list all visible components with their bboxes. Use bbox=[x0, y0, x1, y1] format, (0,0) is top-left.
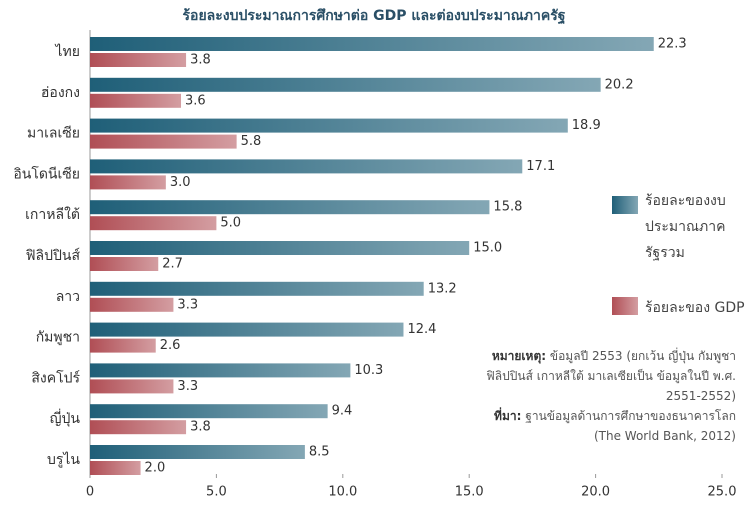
legend-label: ร้อยละของ GDP bbox=[645, 295, 748, 321]
chart-title: ร้อยละงบประมาณการศึกษาต่อ GDP และต่องบปร… bbox=[183, 7, 566, 25]
bar bbox=[90, 461, 141, 475]
bar bbox=[90, 339, 156, 353]
bar bbox=[90, 175, 166, 189]
y-tick-label: เกาหลีใต้ bbox=[25, 206, 80, 223]
notes: หมายเหตุ: ข้อมูลปี 2553 (ยกเว้น ญี่ปุ่น … bbox=[466, 346, 736, 446]
value-label: 2.0 bbox=[145, 461, 166, 476]
x-tick-label: 20.0 bbox=[581, 485, 610, 500]
value-label: 18.9 bbox=[572, 118, 601, 133]
legend-label: ร้อยละของงบประมาณภาครัฐรวม bbox=[645, 188, 733, 266]
bar bbox=[90, 323, 403, 337]
y-tick-label: กัมพูชา bbox=[36, 330, 80, 346]
y-tick-label: ไทย bbox=[55, 43, 80, 60]
x-tick-label: 0 bbox=[86, 485, 94, 500]
value-label: 3.3 bbox=[177, 297, 198, 312]
value-label: 5.0 bbox=[220, 216, 241, 231]
chart-container: ร้อยละงบประมาณการศึกษาต่อ GDP และต่องบปร… bbox=[0, 0, 748, 509]
bar bbox=[90, 119, 568, 133]
value-label: 13.2 bbox=[428, 281, 457, 296]
x-tick-label: 5.0 bbox=[206, 485, 227, 500]
bar bbox=[90, 135, 237, 149]
bar bbox=[90, 404, 328, 418]
value-label: 3.0 bbox=[170, 175, 191, 190]
bar bbox=[90, 37, 654, 51]
bar bbox=[90, 445, 305, 459]
bar bbox=[90, 53, 186, 67]
y-tick-label: สิงคโปร์ bbox=[31, 369, 80, 386]
y-tick-label: บรูไน bbox=[47, 451, 80, 468]
bar bbox=[90, 282, 424, 296]
x-tick-label: 25.0 bbox=[708, 485, 737, 500]
value-label: 8.5 bbox=[309, 445, 330, 460]
bar bbox=[90, 420, 186, 434]
value-label: 20.2 bbox=[605, 77, 634, 92]
value-label: 15.8 bbox=[493, 200, 522, 215]
note-label: หมายเหตุ: bbox=[492, 349, 546, 363]
value-label: 3.8 bbox=[190, 53, 211, 68]
bar bbox=[90, 78, 601, 92]
x-tick-label: 10.0 bbox=[328, 485, 357, 500]
x-tick-label: 15.0 bbox=[455, 485, 484, 500]
value-label: 15.0 bbox=[473, 241, 502, 256]
value-label: 17.1 bbox=[526, 159, 555, 174]
note: หมายเหตุ: ข้อมูลปี 2553 (ยกเว้น ญี่ปุ่น … bbox=[466, 346, 736, 406]
bar bbox=[90, 257, 158, 271]
y-tick-label: อินโดนีเซีย bbox=[13, 165, 80, 182]
bar bbox=[90, 241, 469, 255]
value-label: 9.4 bbox=[332, 404, 353, 419]
value-label: 12.4 bbox=[407, 322, 436, 337]
y-tick-label: มาเลเซีย bbox=[27, 126, 80, 142]
y-tick-label: ฮ่องกง bbox=[41, 85, 80, 101]
bar bbox=[90, 363, 350, 377]
y-tick-label: ฟิลิปปินส์ bbox=[26, 247, 81, 264]
bar bbox=[90, 200, 489, 214]
value-label: 2.6 bbox=[160, 338, 181, 353]
bar bbox=[90, 379, 173, 393]
legend-swatch bbox=[612, 297, 638, 315]
source-text: ฐานข้อมูลด้านการศึกษาของธนาคารโลก (The W… bbox=[525, 409, 736, 443]
bar bbox=[90, 216, 216, 230]
value-label: 3.3 bbox=[177, 379, 198, 394]
value-label: 3.6 bbox=[185, 93, 206, 108]
value-label: 22.3 bbox=[658, 37, 687, 52]
source-label: ที่มา: bbox=[494, 409, 521, 423]
bar bbox=[90, 298, 173, 312]
value-label: 2.7 bbox=[162, 257, 183, 272]
value-label: 10.3 bbox=[354, 363, 383, 378]
value-label: 5.8 bbox=[241, 134, 262, 149]
bar bbox=[90, 159, 522, 173]
source: ที่มา: ฐานข้อมูลด้านการศึกษาของธนาคารโลก… bbox=[466, 406, 736, 446]
legend-swatch bbox=[612, 196, 638, 214]
bar bbox=[90, 94, 181, 108]
y-tick-label: ญี่ปุ่น bbox=[50, 409, 81, 427]
y-tick-label: ลาว bbox=[56, 289, 80, 305]
value-label: 3.8 bbox=[190, 420, 211, 435]
